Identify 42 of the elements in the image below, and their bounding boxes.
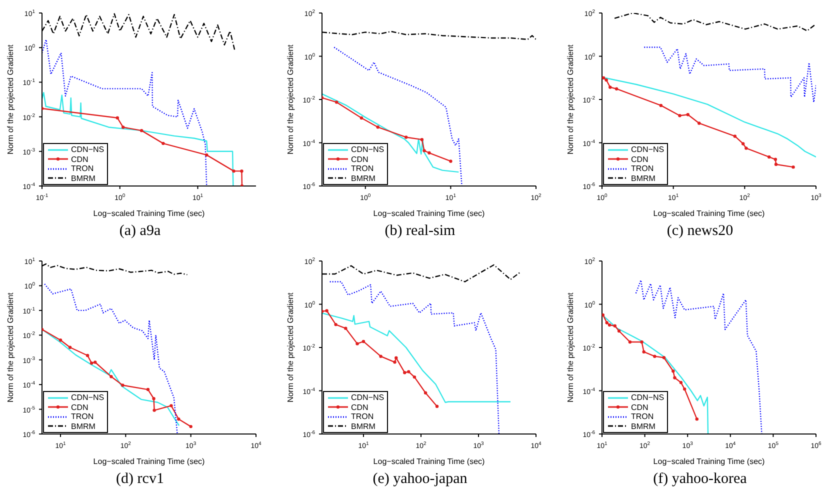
legend-label: CDN−NS [351, 145, 384, 154]
y-axis-title: Norm of the projected Gradient [286, 44, 295, 154]
text: (c) news20 [666, 223, 734, 240]
y-axis-title: Norm of the projected Gradient [6, 292, 15, 402]
legend-label: CDN [631, 402, 648, 412]
legend-label: CDN [71, 154, 88, 164]
legend-label: TRON [351, 412, 374, 422]
legend-label: TRON [71, 412, 94, 422]
legend-label: CDN−NS [351, 393, 384, 402]
x-axis-title: Log−scaled Training Time (sec) [93, 457, 206, 466]
legend-label: CDN−NS [71, 145, 104, 154]
legend-label: CDN [631, 154, 648, 164]
y-axis-title: Norm of the projected Gradient [566, 44, 575, 154]
x-axis-title: Log−scaled Training Time (sec) [373, 457, 486, 466]
legend-label: CDN [351, 402, 368, 412]
legend-label: BMRM [71, 174, 96, 183]
y-axis-title: Norm of the projected Gradient [566, 292, 575, 402]
y-axis-title: Norm of the projected Gradient [6, 44, 15, 154]
x-axis-title: Log−scaled Training Time (sec) [373, 209, 486, 218]
legend-label: CDN−NS [631, 145, 664, 154]
legend-label: BMRM [71, 422, 96, 431]
legend-label: TRON [631, 164, 654, 174]
legend-label: CDN [351, 154, 368, 164]
legend-label: TRON [351, 164, 374, 174]
legend-label: BMRM [351, 422, 376, 431]
x-axis-title: Log−scaled Training Time (sec) [653, 209, 766, 218]
legend-label: BMRM [631, 422, 656, 431]
x-axis-title: Log−scaled Training Time (sec) [653, 457, 766, 466]
text: (a) a9a [118, 223, 162, 240]
text: (d) rcv1 [115, 471, 165, 488]
legend-label: TRON [71, 164, 94, 174]
text: (f) yahoo-korea [652, 471, 748, 488]
legend-label: TRON [631, 412, 654, 422]
legend-label: CDN−NS [71, 393, 104, 402]
x-axis-title: Log−scaled Training Time (sec) [93, 209, 206, 218]
y-axis-title: Norm of the projected Gradient [286, 292, 295, 402]
legend-label: CDN−NS [631, 393, 664, 402]
legend-label: BMRM [631, 174, 656, 183]
legend-label: BMRM [351, 174, 376, 183]
legend-label: CDN [71, 402, 88, 412]
text: (b) real-sim [384, 223, 456, 240]
text: (e) yahoo-japan [372, 471, 468, 488]
